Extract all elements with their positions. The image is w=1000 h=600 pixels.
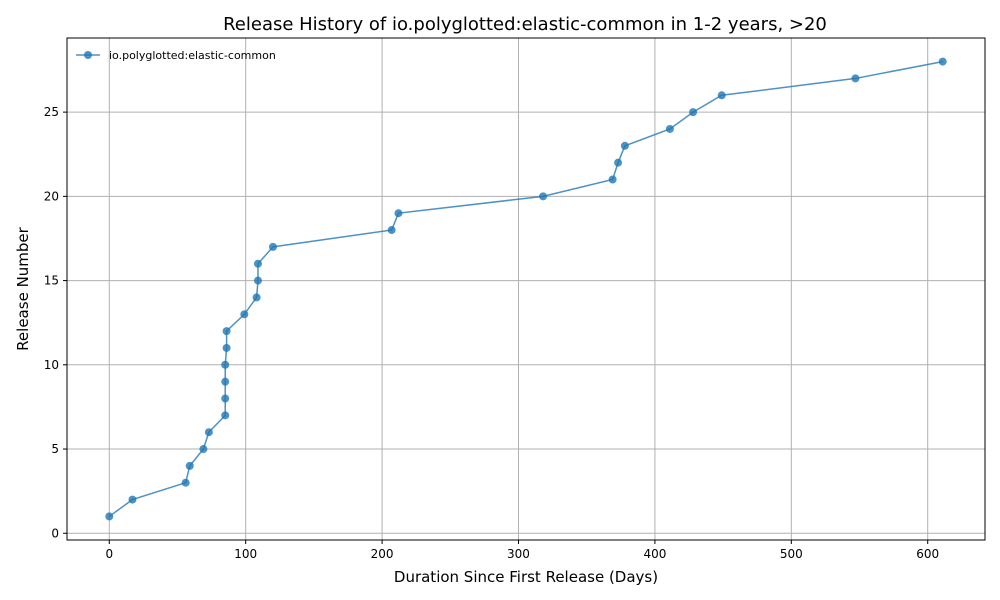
data-point bbox=[253, 276, 262, 285]
y-tick-label: 15 bbox=[44, 274, 59, 288]
data-point bbox=[221, 360, 230, 369]
y-tick-label: 10 bbox=[44, 358, 59, 372]
x-tick-label: 500 bbox=[780, 547, 803, 561]
data-point bbox=[614, 158, 623, 167]
x-tick-label: 0 bbox=[105, 547, 113, 561]
series-line bbox=[108, 60, 943, 518]
data-point bbox=[221, 411, 230, 420]
y-tick-label: 20 bbox=[44, 189, 59, 203]
data-point bbox=[387, 226, 396, 235]
data-point bbox=[221, 394, 230, 403]
data-point bbox=[221, 377, 230, 386]
legend: io.polyglotted:elastic-common bbox=[76, 49, 276, 62]
data-point bbox=[608, 175, 617, 184]
data-point bbox=[105, 512, 114, 521]
data-point bbox=[240, 310, 249, 319]
data-point bbox=[253, 259, 262, 268]
x-tick-label: 300 bbox=[507, 547, 530, 561]
data-point bbox=[185, 461, 194, 470]
y-tick-label: 5 bbox=[51, 442, 59, 456]
data-point bbox=[268, 242, 277, 251]
data-point bbox=[181, 478, 190, 487]
data-point bbox=[539, 192, 548, 201]
legend-marker bbox=[84, 51, 92, 59]
data-point bbox=[252, 293, 261, 302]
x-tick-label: 100 bbox=[234, 547, 257, 561]
data-point bbox=[689, 108, 698, 117]
data-point bbox=[938, 57, 947, 66]
y-tick-label: 25 bbox=[44, 105, 59, 119]
data-point bbox=[204, 428, 213, 437]
data-point bbox=[665, 124, 674, 133]
x-tick-label: 400 bbox=[643, 547, 666, 561]
legend-label: io.polyglotted:elastic-common bbox=[109, 49, 276, 62]
x-axis-ticks: 0 100 200 300 400 500 600 bbox=[105, 540, 939, 561]
data-point bbox=[199, 445, 208, 454]
x-tick-label: 200 bbox=[371, 547, 394, 561]
series-group bbox=[105, 57, 947, 521]
plot-area-frame bbox=[66, 37, 986, 541]
data-point bbox=[128, 495, 137, 504]
x-tick-label: 600 bbox=[916, 547, 939, 561]
x-axis-title: Duration Since First Release (Days) bbox=[394, 568, 658, 586]
y-axis-title: Release Number bbox=[14, 226, 32, 350]
grid-lines bbox=[67, 38, 985, 540]
data-point bbox=[394, 209, 403, 218]
y-tick-label: 0 bbox=[51, 526, 59, 540]
data-point bbox=[620, 141, 629, 150]
data-point bbox=[717, 91, 726, 100]
chart-title: Release History of io.polyglotted:elasti… bbox=[223, 14, 827, 35]
data-point bbox=[222, 343, 231, 352]
data-point bbox=[851, 74, 860, 83]
y-axis-ticks: 0 5 10 15 20 25 bbox=[44, 105, 67, 540]
data-point bbox=[222, 327, 231, 336]
